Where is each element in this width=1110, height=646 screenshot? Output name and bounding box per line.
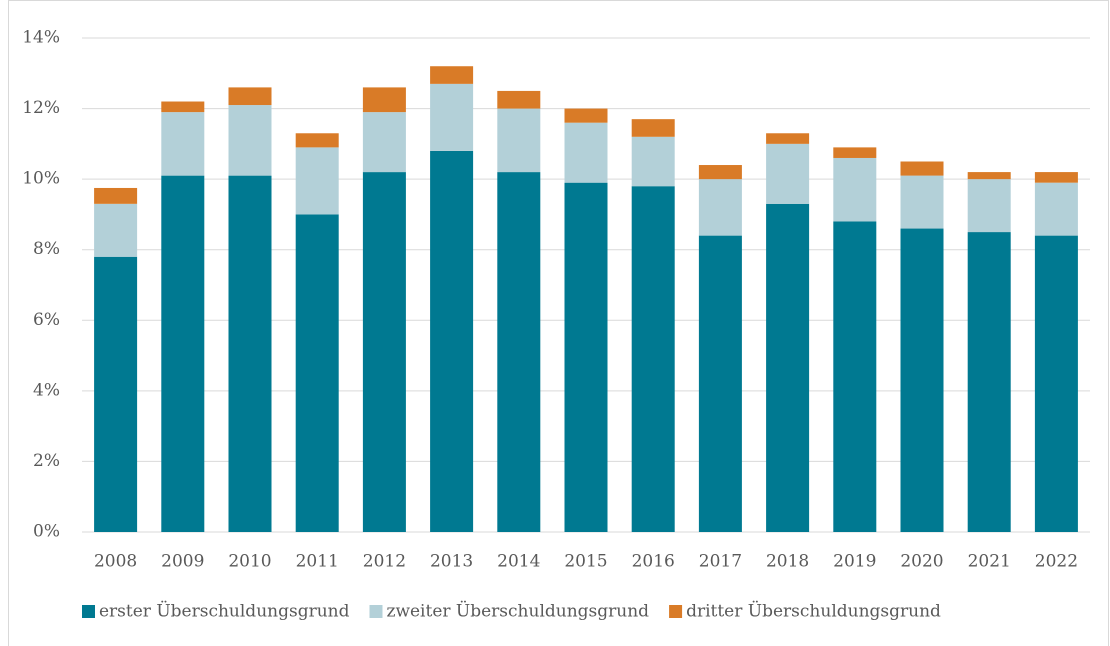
y-tick-label: 6%	[33, 310, 60, 330]
y-tick-label: 10%	[22, 169, 60, 189]
bar-segment	[161, 112, 205, 176]
x-tick-label: 2020	[900, 552, 943, 572]
x-tick-label: 2012	[363, 552, 406, 572]
bar-segment	[766, 203, 810, 533]
bar-segment	[497, 90, 541, 109]
bar-segment	[430, 150, 474, 532]
bar-segment	[698, 165, 742, 180]
bar-segment	[430, 66, 474, 84]
bar-segment	[94, 187, 138, 204]
bar-segment	[967, 172, 1011, 180]
y-tick-label: 12%	[22, 98, 60, 118]
bar-segment	[698, 179, 742, 236]
bar-segment	[228, 87, 272, 106]
legend-label: erster Überschuldungsgrund	[99, 601, 350, 622]
bar-segment	[698, 235, 742, 532]
bar-segment	[362, 172, 406, 533]
x-tick-label: 2016	[632, 552, 675, 572]
bar-segment	[833, 221, 877, 532]
bar-segment	[161, 101, 205, 113]
bar-segment	[1034, 172, 1078, 183]
bar-segment	[497, 172, 541, 533]
y-tick-label: 0%	[33, 522, 60, 542]
bar-segment	[564, 182, 608, 532]
legend-swatch	[369, 605, 383, 618]
bar-segment	[967, 179, 1011, 233]
x-tick-label: 2014	[497, 552, 540, 572]
legend-swatch	[669, 605, 683, 618]
x-tick-label: 2010	[228, 552, 271, 572]
bar-segment	[94, 203, 138, 257]
x-tick-label: 2011	[296, 552, 339, 572]
bar-segment	[161, 175, 205, 532]
bar-segment	[631, 119, 675, 137]
bar-segment	[1034, 235, 1078, 532]
bar-segment	[295, 147, 339, 215]
bar-segment	[94, 256, 138, 532]
y-tick-label: 2%	[33, 451, 60, 471]
x-tick-label: 2009	[161, 552, 204, 572]
bar-segment	[362, 112, 406, 173]
bar-segment	[430, 83, 474, 151]
x-tick-label: 2017	[699, 552, 742, 572]
bar-segment	[631, 186, 675, 532]
bar-segment	[833, 147, 877, 158]
bar-segment	[497, 108, 541, 173]
bar-segment	[1034, 182, 1078, 236]
legend-label: dritter Überschuldungsgrund	[686, 601, 941, 622]
bar-segment	[228, 175, 272, 532]
bar-segment	[967, 232, 1011, 533]
x-tick-label: 2015	[564, 552, 607, 572]
chart-frame	[8, 0, 1109, 646]
bar-segment	[362, 87, 406, 113]
bar-segment	[900, 161, 944, 176]
x-tick-label: 2018	[766, 552, 809, 572]
y-tick-label: 8%	[33, 239, 60, 259]
bar-segment	[900, 228, 944, 533]
bar-segment	[766, 133, 810, 144]
legend-label: zweiter Überschuldungsgrund	[386, 601, 649, 622]
x-tick-label: 2022	[1035, 552, 1078, 572]
bar-segment	[295, 214, 339, 532]
x-tick-label: 2008	[94, 552, 137, 572]
legend-swatch	[82, 605, 95, 618]
x-tick-label: 2013	[430, 552, 473, 572]
bar-segment	[564, 122, 608, 183]
bar-segment	[833, 157, 877, 222]
bar-segment	[766, 143, 810, 204]
y-tick-label: 14%	[22, 28, 60, 48]
bar-segment	[564, 108, 608, 123]
y-tick-label: 4%	[33, 380, 60, 400]
bar-segment	[631, 136, 675, 187]
bar-segment	[900, 175, 944, 229]
bar-segment	[295, 133, 339, 148]
bar-segment	[228, 105, 272, 176]
x-tick-label: 2021	[968, 552, 1011, 572]
x-tick-label: 2019	[833, 552, 876, 572]
